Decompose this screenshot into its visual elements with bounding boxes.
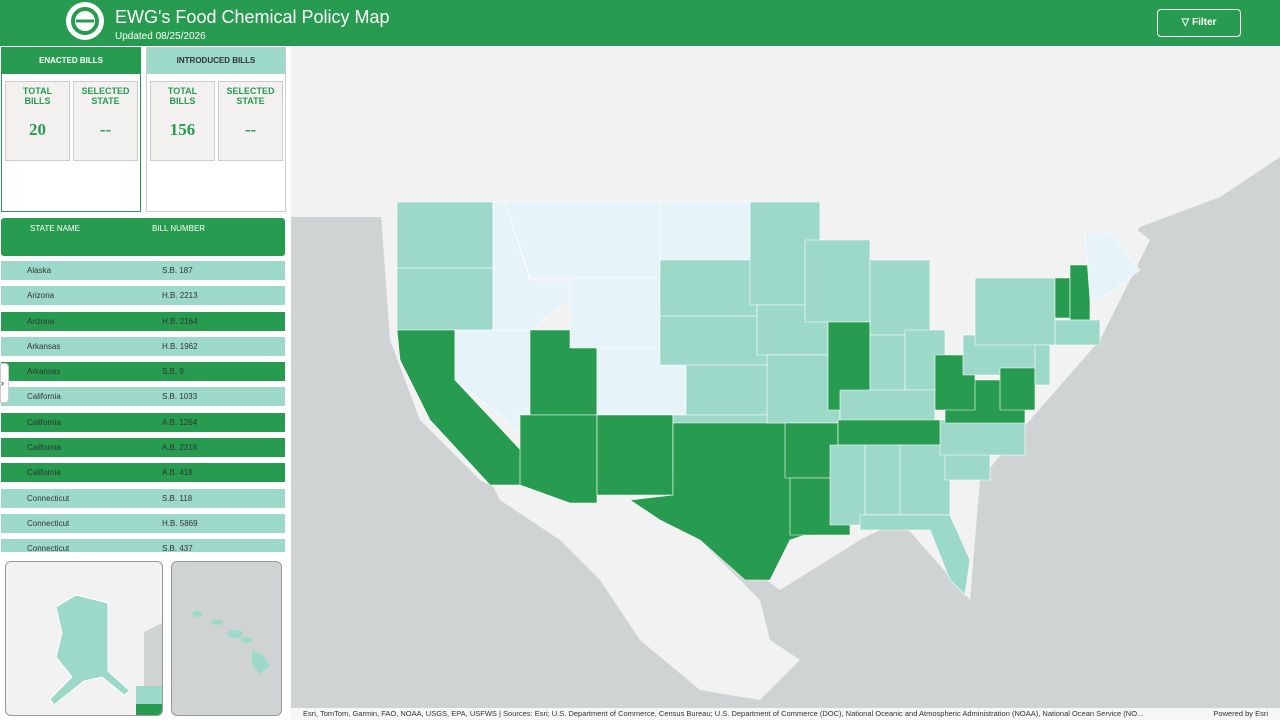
table-row[interactable]: Arkansas S.B. 9 [1,362,285,382]
header: EWG's Food Chemical Policy Map Updated 0… [0,0,1280,46]
table-row[interactable]: Alaska S.B. 187 [1,261,285,280]
bill-number[interactable]: H.B. 2213 [162,291,198,301]
attribution: Esri, TomTom, Garmin, FAO, NOAA, USGS, E… [303,709,1144,718]
state-name[interactable]: Arizona [27,291,55,301]
bill-number[interactable]: A.B. 2316 [162,443,198,453]
bill-number[interactable]: S.B. 437 [162,544,193,552]
value: 156 [169,120,196,139]
introduced-panel: INTRODUCED BILLS TOTAL BILLS 156 SELECTED… [146,47,286,212]
logo [66,2,104,40]
table-rows: Alaska S.B. 187 Arizona H.B. 2213 Arizona H.B… [1,261,285,552]
state-name[interactable]: Connecticut [27,518,70,528]
total-box: TOTAL BILLS 156 [150,81,215,161]
bill-number[interactable]: S.B. 118 [162,493,193,503]
attribution-bar: Esri, TomTom, Garmin, FAO, NOAA, USGS, E… [291,708,1280,720]
column-header: STATE NAME [30,224,80,233]
label: TOTAL BILLS [167,86,198,106]
value: -- [244,120,257,139]
table-row[interactable]: California S.B. 1033 [1,387,285,407]
powered-by[interactable]: Powered by Esri [1213,709,1268,718]
bill-number[interactable]: H.B. 5869 [162,518,198,528]
bill-number[interactable]: S.B. 1033 [162,392,198,402]
state-name[interactable]: California [27,417,61,427]
label: TOTAL BILLS [22,86,53,106]
selected-box: SELECTED STATE -- [218,81,283,161]
label: SELECTED STATE [226,86,275,106]
bill-number[interactable]: A.B. 418 [162,468,193,478]
state-name[interactable]: Connecticut [27,493,70,503]
table-row[interactable]: Arizona H.B. 2213 [1,286,285,306]
state-name[interactable]: Alaska [27,266,52,275]
table-row[interactable]: Arizona H.B. 2164 [1,311,285,331]
bill-number[interactable]: H.B. 2164 [162,316,198,326]
state-name[interactable]: California [27,443,61,453]
table-row[interactable]: California A.B. 1264 [1,412,285,432]
state-name[interactable]: Arizona [27,316,55,326]
bill-number[interactable]: H.B. 1962 [162,341,198,351]
filter-button[interactable]: ▽ Filter [1157,9,1241,37]
state-name[interactable]: Arkansas [27,367,61,377]
state-name[interactable]: California [27,468,61,478]
state-name[interactable]: California [27,392,61,402]
filter-label[interactable]: Filter [1192,17,1217,28]
table-row[interactable]: Connecticut S.B. 118 [1,488,285,508]
table-row[interactable]: California A.B. 418 [1,463,285,483]
table-header: STATE NAME BILL NUMBER [1,218,285,256]
alaska-inset [5,561,163,716]
table-row[interactable]: Connecticut S.B. 437 [1,539,285,552]
value: 20 [29,120,46,139]
sidebar-toggle[interactable]: › [0,363,9,403]
table-row[interactable]: Arkansas H.B. 1962 [1,336,285,356]
table-row[interactable]: California A.B. 2316 [1,438,285,458]
updated: Updated 08/25/2026 [115,31,206,42]
column-header: BILL NUMBER [152,224,206,233]
panel-heading: INTRODUCED BILLS [147,48,285,74]
value: -- [99,120,112,139]
hawaii-inset [171,561,282,716]
bill-number[interactable]: A.B. 1264 [162,417,198,427]
panel-heading: ENACTED BILLS [2,48,140,74]
map[interactable] [291,47,1280,720]
bill-number[interactable]: S.B. 9 [162,367,184,377]
label: SELECTED STATE [81,86,130,106]
state-name[interactable]: Arkansas [27,341,61,351]
bill-number[interactable]: S.B. 187 [162,266,193,275]
table-row[interactable]: Connecticut H.B. 5869 [1,513,285,533]
state-name[interactable]: Connecticut [27,544,70,552]
total-box: TOTAL BILLS 20 [5,81,70,161]
enacted-panel: ENACTED BILLS TOTAL BILLS 20 SELECTED STA… [1,47,141,212]
title: EWG's Food Chemical Policy Map [115,7,390,27]
selected-box: SELECTED STATE -- [73,81,138,161]
